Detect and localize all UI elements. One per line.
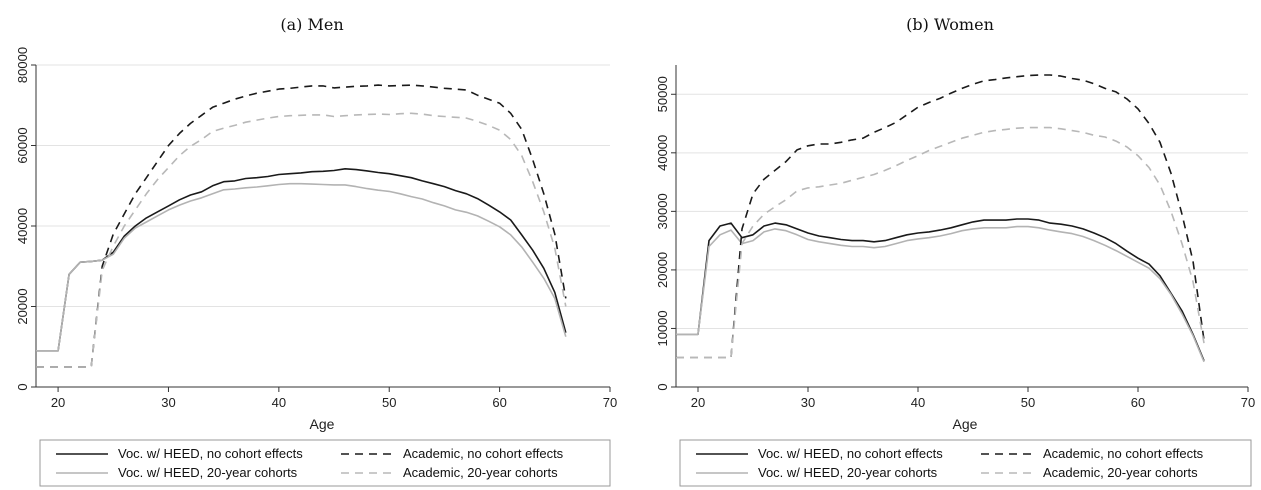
series-line xyxy=(676,218,1205,362)
series-group xyxy=(676,74,1205,363)
legend-label: Voc. w/ HEED, 20-year cohorts xyxy=(758,465,938,480)
y-tick-label: 20000 xyxy=(15,288,30,324)
series-line xyxy=(676,126,1205,359)
x-axis-label: Age xyxy=(310,416,335,432)
legend-box xyxy=(39,439,611,487)
series-group xyxy=(36,84,567,368)
series-line xyxy=(676,225,1205,363)
x-tick-label: 30 xyxy=(801,395,815,410)
x-tick-label: 40 xyxy=(272,395,286,410)
legend-box xyxy=(679,439,1252,487)
y-tick-label: 10000 xyxy=(655,310,670,346)
x-tick-label: 50 xyxy=(1021,395,1035,410)
chart-title: (a) Men xyxy=(280,15,343,34)
x-tick-label: 50 xyxy=(382,395,396,410)
y-tick-label: 30000 xyxy=(655,193,670,229)
x-axis-label: Age xyxy=(953,416,978,432)
panel-women: (b) Women 0 10000 20000 30000 40000 50000 20 30… xyxy=(655,15,1255,487)
y-tick-label: 40000 xyxy=(15,208,30,244)
x-tick-label: 60 xyxy=(1131,395,1145,410)
axes: 0 10000 20000 30000 40000 50000 20 30 40 50 60 70 xyxy=(655,65,1255,410)
x-tick-label: 20 xyxy=(691,395,705,410)
gridlines xyxy=(36,64,610,388)
legend-label: Academic, no cohort effects xyxy=(403,446,564,461)
x-tick-label: 60 xyxy=(492,395,506,410)
legend-label: Academic, 20-year cohorts xyxy=(403,465,558,480)
x-tick-label: 70 xyxy=(1241,395,1255,410)
y-tick-label: 80000 xyxy=(15,47,30,83)
chart-title: (b) Women xyxy=(906,15,994,34)
y-tick-label: 20000 xyxy=(655,252,670,288)
series-line xyxy=(36,168,567,352)
x-tick-label: 30 xyxy=(161,395,175,410)
y-tick-label: 60000 xyxy=(15,127,30,163)
legend-label: Voc. w/ HEED, no cohort effects xyxy=(118,446,303,461)
legend: Voc. w/ HEED, no cohort effects Academic,… xyxy=(679,439,1252,487)
y-tick-label: 0 xyxy=(15,383,30,390)
y-tick-label: 0 xyxy=(655,383,670,390)
y-tick-label: 50000 xyxy=(655,76,670,112)
series-line xyxy=(36,112,567,368)
legend: Voc. w/ HEED, no cohort effects Academic,… xyxy=(39,439,611,487)
x-tick-label: 40 xyxy=(911,395,925,410)
legend-label: Voc. w/ HEED, no cohort effects xyxy=(758,446,943,461)
series-line xyxy=(36,182,567,352)
x-tick-label: 70 xyxy=(603,395,617,410)
x-tick-label: 20 xyxy=(51,395,65,410)
panel-men: (a) Men 0 20000 40000 60000 80000 20 30 40 50 60 7… xyxy=(15,15,617,487)
series-line xyxy=(676,74,1205,359)
legend-label: Academic, no cohort effects xyxy=(1043,446,1204,461)
y-tick-label: 40000 xyxy=(655,135,670,171)
legend-label: Academic, 20-year cohorts xyxy=(1043,465,1198,480)
axes: 0 20000 40000 60000 80000 20 30 40 50 60 70 xyxy=(15,47,617,410)
legend-label: Voc. w/ HEED, 20-year cohorts xyxy=(118,465,298,480)
